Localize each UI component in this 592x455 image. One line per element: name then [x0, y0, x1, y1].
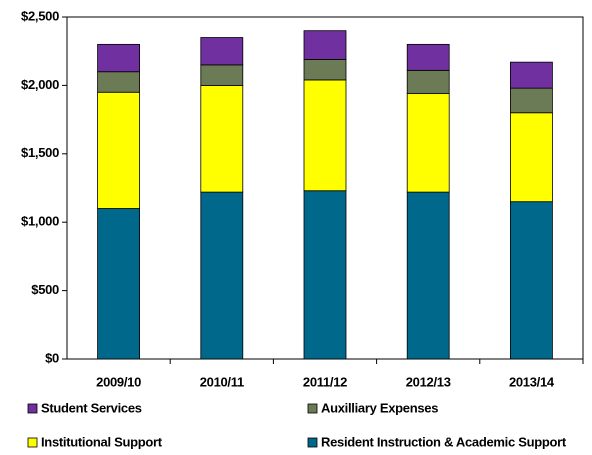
bar-segment [303, 30, 347, 60]
x-tick-label: 2010/11 [200, 374, 244, 389]
bar-segment [406, 69, 450, 95]
legend-label: Student Services [41, 400, 142, 415]
bar-segment [97, 208, 140, 360]
legend-swatch [307, 437, 318, 448]
legend-label: Auxilliary Expenses [321, 400, 438, 415]
x-tick-label: 2009/10 [96, 374, 141, 389]
bar-segment [200, 85, 244, 193]
y-tick-label: $2,500 [21, 8, 59, 23]
y-tick-label: $0 [45, 350, 59, 365]
y-tick-label: $500 [31, 282, 59, 297]
legend-swatch [27, 403, 38, 414]
bar-segment [200, 37, 244, 66]
legend-label: Resident Instruction & Academic Support [321, 434, 567, 449]
y-tick-label: $2,000 [21, 77, 59, 92]
bar-segment [97, 43, 140, 73]
bar-segment [200, 64, 244, 86]
y-tick-label: $1,000 [21, 214, 59, 229]
bar-segment [406, 191, 450, 360]
bar-segment [303, 190, 347, 360]
bar-segment [406, 93, 450, 193]
x-tick-label: 2012/13 [406, 374, 451, 389]
bar-segment [406, 43, 450, 71]
bar-segment [509, 61, 553, 89]
y-tick-label: $1,500 [21, 145, 59, 160]
bar-segment [509, 87, 553, 114]
legend-label: Institutional Support [41, 434, 163, 449]
bar-segment [509, 201, 553, 360]
bar-segment [509, 112, 553, 203]
x-tick-label: 2013/14 [509, 374, 555, 389]
bar-segment [303, 79, 347, 192]
bar-segment [303, 59, 347, 81]
bar-segment [97, 91, 140, 209]
legend-swatch [307, 403, 318, 414]
bar-segment [97, 71, 140, 93]
x-tick-label: 2011/12 [303, 374, 347, 389]
legend-swatch [27, 437, 38, 448]
bar-segment [200, 191, 244, 360]
